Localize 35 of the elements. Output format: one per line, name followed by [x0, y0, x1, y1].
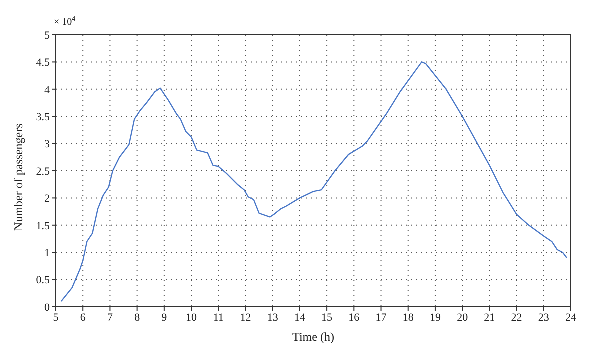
x-tick-label: 10 [186, 312, 198, 324]
y-tick-label: 4 [44, 84, 50, 96]
y-tick-label: 5 [44, 30, 50, 42]
y-tick-label: 3 [44, 138, 50, 151]
x-tick-label: 22 [511, 312, 522, 324]
x-tick-label: 17 [376, 312, 388, 324]
x-tick-label: 18 [402, 312, 414, 324]
x-tick-label: 6 [80, 312, 86, 324]
x-tick-label: 11 [213, 312, 224, 324]
text: × 10$^{4}$ [54, 15, 76, 28]
y-tick-label: 1.5 [36, 220, 50, 232]
y-axis-title: Number of passengers [11, 123, 26, 231]
x-tick-label: 13 [267, 312, 279, 324]
x-tick-label: 19 [430, 312, 442, 324]
x-tick-label: 5 [53, 312, 60, 324]
x-tick-label: 15 [322, 312, 334, 324]
x-tick-label: 16 [348, 312, 360, 324]
y-tick-label: 1 [44, 248, 50, 260]
x-tick-label: 9 [162, 312, 168, 324]
y-tick-label: 2.5 [36, 166, 50, 178]
line-series [60, 62, 568, 302]
x-tick-label: 21 [484, 312, 496, 324]
x-tick-label: 14 [294, 312, 306, 324]
y-tick-label: 0.5 [36, 274, 50, 287]
x-tick-label: 12 [240, 312, 252, 324]
x-axis-title: Time (h) [292, 330, 334, 344]
x-tick-label: 20 [457, 312, 469, 324]
x-tick-label: 8 [134, 312, 141, 324]
y-tick-label: 3.5 [36, 112, 50, 124]
y-tick-label: 0 [44, 302, 50, 314]
y-tick-label: 4.5 [36, 57, 50, 70]
x-tick-label: 23 [538, 312, 550, 324]
x-tick-label: 24 [566, 312, 577, 324]
x-tick-label: 7 [107, 312, 114, 324]
y-tick-label: 2 [44, 193, 50, 206]
